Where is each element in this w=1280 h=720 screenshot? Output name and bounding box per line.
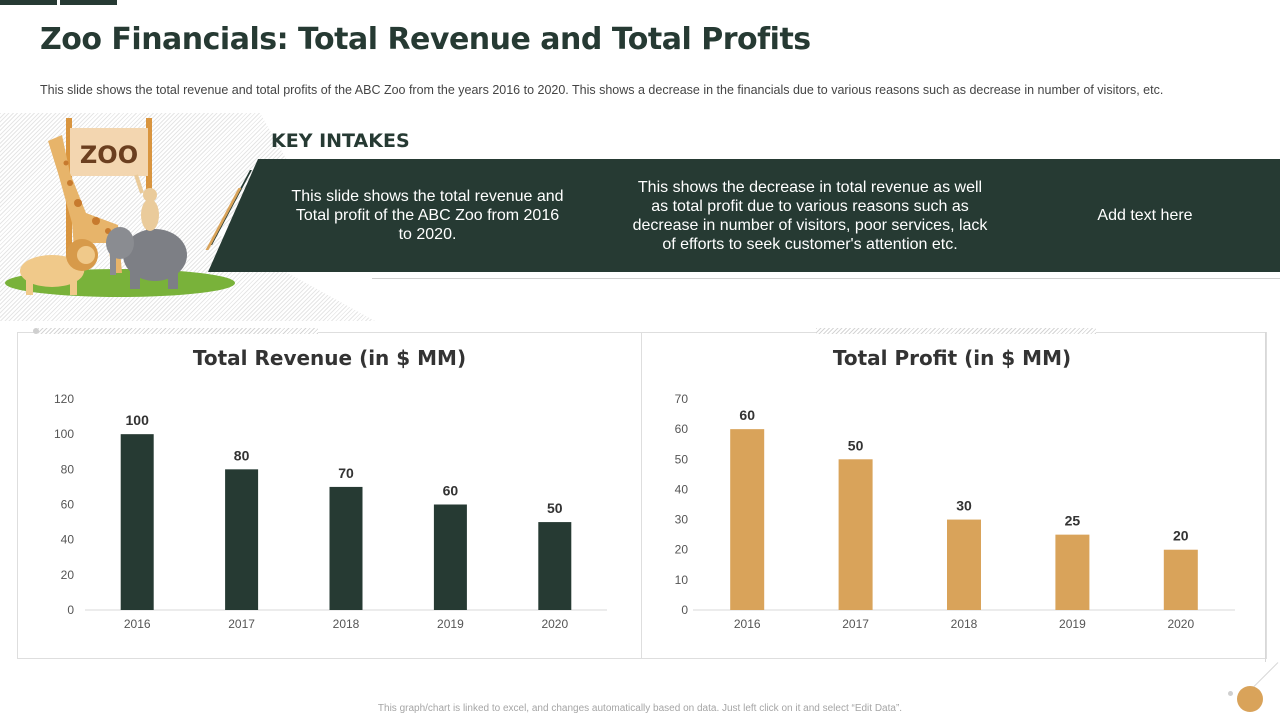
y-tick-label: 50 [675, 452, 689, 466]
giraffe-icon [48, 135, 122, 273]
bar[interactable] [1163, 549, 1198, 610]
bar[interactable] [329, 486, 363, 610]
x-tick-label: 2019 [437, 617, 464, 631]
footer-note: This graph/chart is linked to excel, and… [377, 703, 903, 714]
zoo-sign-text: ZOO [80, 141, 138, 169]
y-tick-label: 100 [54, 427, 74, 441]
y-tick-label: 20 [675, 543, 689, 557]
y-tick-label: 0 [67, 603, 74, 617]
profit-chart-title: Total Profit (in $ MM) [832, 346, 1072, 370]
monkey-icon [134, 174, 159, 231]
revenue-chart-title: Total Revenue (in $ MM) [192, 346, 467, 370]
decorative-circle [1237, 686, 1263, 712]
y-tick-label: 120 [54, 392, 74, 406]
zoo-illustration: ZOO [5, 118, 235, 297]
x-tick-label: 2016 [124, 617, 151, 631]
y-tick-label: 40 [675, 482, 689, 496]
key-intake-text: This slide shows the total revenue and T… [291, 188, 564, 243]
key-intakes-band [208, 159, 1280, 272]
x-tick-label: 2018 [333, 617, 360, 631]
data-label: 100 [126, 412, 150, 428]
lion-icon [20, 239, 98, 295]
corner-line [1265, 332, 1266, 662]
bar[interactable] [433, 504, 467, 611]
page-title: Zoo Financials: Total Revenue and Total … [40, 22, 811, 57]
bar[interactable] [1055, 534, 1090, 610]
key-intake-text: This shows the decrease in total revenue… [632, 178, 988, 253]
y-tick-label: 20 [61, 568, 75, 582]
data-label: 30 [956, 498, 972, 514]
y-tick-label: 60 [675, 422, 689, 436]
data-label: 25 [1065, 513, 1081, 529]
data-label: 70 [338, 465, 354, 481]
y-tick-label: 30 [675, 513, 689, 527]
panel-hatch-decoration [816, 328, 1096, 334]
bar[interactable] [947, 519, 981, 610]
bar[interactable] [730, 429, 765, 610]
panel-hatch-decoration [38, 328, 318, 334]
top-tab-decoration [0, 0, 57, 5]
data-label: 60 [443, 483, 459, 499]
data-label: 80 [234, 447, 250, 463]
data-label: 20 [1173, 528, 1189, 544]
top-tab-decoration [60, 0, 117, 5]
decorative-dot [33, 328, 39, 334]
x-tick-label: 2017 [842, 617, 869, 631]
bar[interactable] [120, 434, 154, 610]
data-label: 50 [848, 437, 864, 453]
key-intake-text: Add text here [1097, 207, 1193, 224]
x-tick-label: 2020 [541, 617, 568, 631]
data-label: 50 [547, 500, 563, 516]
y-tick-label: 60 [61, 498, 75, 512]
decorative-dot [1228, 691, 1233, 696]
page-subtitle: This slide shows the total revenue and t… [40, 83, 1164, 97]
y-tick-label: 80 [61, 462, 75, 476]
y-tick-label: 70 [675, 392, 689, 406]
x-tick-label: 2017 [228, 617, 255, 631]
elephant-icon [106, 227, 187, 289]
bar[interactable] [538, 522, 572, 610]
y-tick-label: 40 [61, 533, 75, 547]
divider [372, 278, 1280, 279]
x-tick-label: 2018 [951, 617, 978, 631]
x-tick-label: 2020 [1167, 617, 1194, 631]
x-tick-label: 2016 [734, 617, 761, 631]
data-label: 60 [739, 407, 755, 423]
key-intakes-title: KEY INTAKES [271, 130, 410, 152]
bar[interactable] [838, 459, 873, 610]
y-tick-label: 10 [675, 573, 689, 587]
y-tick-label: 0 [681, 603, 688, 617]
x-tick-label: 2019 [1059, 617, 1086, 631]
bar[interactable] [225, 469, 259, 610]
